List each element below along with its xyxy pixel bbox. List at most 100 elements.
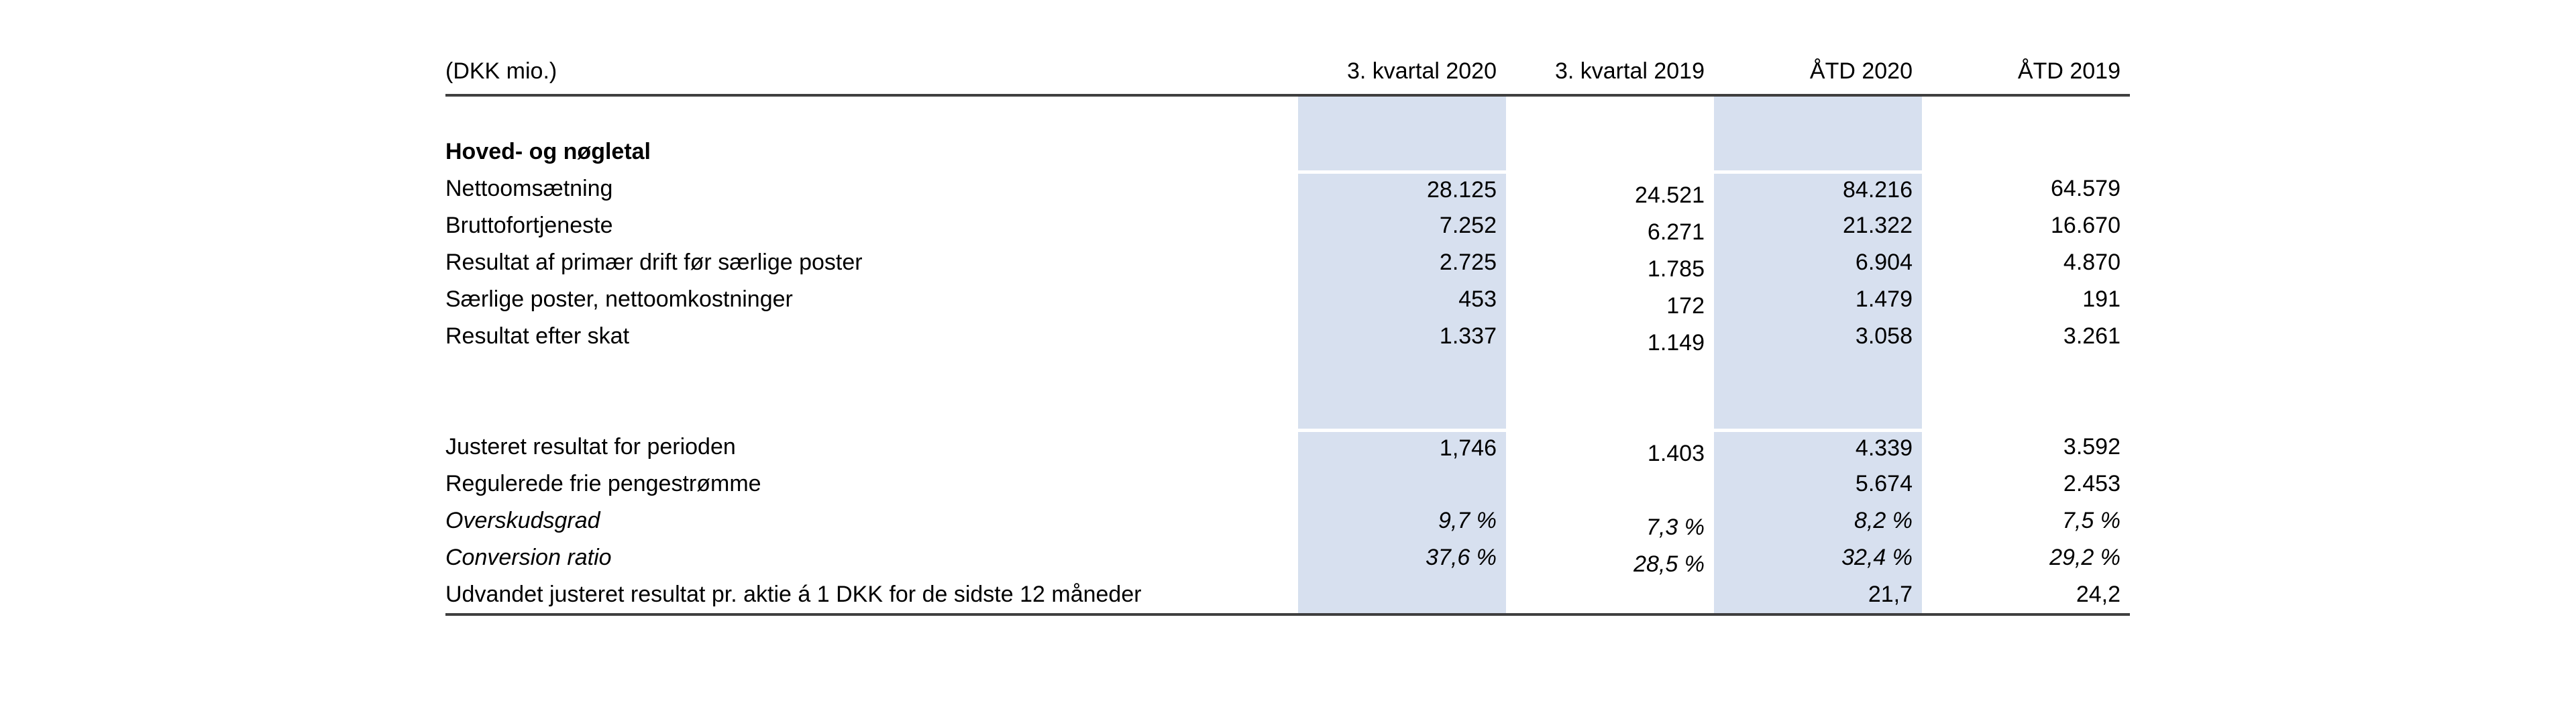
table-body: Hoved- og nøgletal Nettoomsætning 28.125 24… <box>445 97 2130 616</box>
key-figures-table: (DKK mio.) 3. kvartal 2020 3. kvartal 20… <box>445 56 2130 616</box>
row-label: Regulerede frie pengestrømme <box>445 470 761 496</box>
value-ytd-2019: 3.261 <box>1922 318 2130 355</box>
row-label: Justeret resultat for perioden <box>445 433 736 460</box>
value-q3-2020: 37,6 % <box>1298 539 1506 576</box>
table-row: Nettoomsætning 28.125 24.521 84.216 64.579 <box>445 170 2130 208</box>
value-ytd-2019: 29,2 % <box>1922 539 2130 576</box>
value-q3-2019: 1.403 <box>1506 429 1714 466</box>
value-text: 84.216 <box>1843 177 1913 203</box>
value-text: 64.579 <box>2051 175 2121 201</box>
value-q3-2020: 1,746 <box>1298 429 1506 466</box>
value-ytd-2020: 5.674 <box>1714 466 1922 502</box>
value-text: 7.252 <box>1439 212 1497 238</box>
value-q3-2020 <box>1298 355 1506 392</box>
row-label <box>445 355 1298 392</box>
value-ytd-2019: 7,5 % <box>1922 502 2130 539</box>
row-label: Hoved- og nøgletal <box>445 138 651 164</box>
row-label: Resultat efter skat <box>445 323 630 349</box>
value-ytd-2019 <box>1922 355 2130 392</box>
value-text: 7,5 % <box>2062 507 2121 533</box>
value-text: 172 <box>1666 292 1705 319</box>
table-row <box>445 392 2130 429</box>
value-ytd-2019: 191 <box>1922 281 2130 318</box>
row-label <box>445 392 1298 429</box>
value-q3-2019: 6.271 <box>1506 207 1714 245</box>
value-q3-2019: 1.149 <box>1506 318 1714 356</box>
value-ytd-2020: 32,4 % <box>1714 539 1922 576</box>
value-text: 1.149 <box>1647 329 1705 356</box>
value-text: 21.322 <box>1843 212 1913 238</box>
value-text: 4.870 <box>2063 249 2121 275</box>
value-ytd-2020: 3.058 <box>1714 318 1922 355</box>
value-q3-2019 <box>1506 133 1714 170</box>
value-text: 453 <box>1458 286 1497 312</box>
value-q3-2020: 9,7 % <box>1298 502 1506 539</box>
value-q3-2020: 453 <box>1298 281 1506 318</box>
table-row: Resultat af primær drift før særlige pos… <box>445 244 2130 282</box>
value-q3-2020: 7.252 <box>1298 207 1506 244</box>
value-q3-2020 <box>1298 576 1506 613</box>
value-ytd-2019: 64.579 <box>1922 170 2130 207</box>
table-row: Regulerede frie pengestrømme 5.674 2.453 <box>445 466 2130 502</box>
value-ytd-2020: 84.216 <box>1714 170 1922 207</box>
value-ytd-2019: 2.453 <box>1922 466 2130 502</box>
value-ytd-2020: 8,2 % <box>1714 502 1922 539</box>
value-text: 2.453 <box>2063 470 2121 496</box>
value-text: 28.125 <box>1427 177 1497 203</box>
table-row: Hoved- og nøgletal <box>445 133 2130 170</box>
value-q3-2020 <box>1298 133 1506 170</box>
value-q3-2019: 172 <box>1506 281 1714 319</box>
row-label <box>445 97 1298 133</box>
value-q3-2019: 1.785 <box>1506 244 1714 282</box>
value-text: 32,4 % <box>1841 544 1913 570</box>
column-header-ytd-2019: ÅTD 2019 <box>2017 58 2121 85</box>
value-q3-2020 <box>1298 392 1506 429</box>
value-ytd-2020 <box>1714 97 1922 133</box>
table-row: Særlige poster, nettoomkostninger 453 172 1… <box>445 281 2130 319</box>
value-text: 24.521 <box>1635 182 1705 208</box>
value-text: 9,7 % <box>1438 507 1497 533</box>
value-text: 5.674 <box>1855 470 1913 496</box>
value-text: 8,2 % <box>1854 507 1913 533</box>
value-text: 1.785 <box>1647 256 1705 282</box>
value-q3-2019 <box>1506 355 1714 392</box>
value-text: 16.670 <box>2051 212 2121 238</box>
row-label: Resultat af primær drift før særlige pos… <box>445 249 863 275</box>
value-text: 21,7 <box>1868 581 1913 607</box>
value-text: 7,3 % <box>1646 514 1705 540</box>
value-text: 37,6 % <box>1426 544 1497 570</box>
table-header-row: (DKK mio.) 3. kvartal 2020 3. kvartal 20… <box>445 56 2130 97</box>
value-ytd-2020 <box>1714 392 1922 429</box>
column-header-q3-2020: 3. kvartal 2020 <box>1346 58 1497 85</box>
column-header-q3-2019: 3. kvartal 2019 <box>1554 58 1705 85</box>
row-label: Bruttofortjeneste <box>445 212 613 238</box>
value-text: 3.592 <box>2063 433 2121 460</box>
value-text: 191 <box>2082 286 2121 312</box>
table-row: Overskudsgrad 9,7 % 7,3 % 8,2 % 7,5 % <box>445 502 2130 540</box>
value-text: 3.058 <box>1855 323 1913 349</box>
value-q3-2020 <box>1298 466 1506 502</box>
value-text: 6.904 <box>1855 249 1913 275</box>
value-text: 1.337 <box>1439 323 1497 349</box>
table-row <box>445 355 2130 392</box>
value-text: 4.339 <box>1855 435 1913 462</box>
value-text: 3.261 <box>2063 323 2121 349</box>
table-row: Udvandet justeret resultat pr. aktie á 1… <box>445 576 2130 613</box>
value-ytd-2019 <box>1922 133 2130 170</box>
table-row <box>445 97 2130 133</box>
row-label: Overskudsgrad <box>445 507 600 533</box>
row-label: Særlige poster, nettoomkostninger <box>445 286 793 312</box>
value-q3-2020: 2.725 <box>1298 244 1506 281</box>
value-ytd-2019: 4.870 <box>1922 244 2130 281</box>
table-row: Justeret resultat for perioden 1,746 1.403… <box>445 429 2130 466</box>
value-ytd-2020: 6.904 <box>1714 244 1922 281</box>
value-q3-2019: 28,5 % <box>1506 539 1714 577</box>
column-header-ytd-2020: ÅTD 2020 <box>1809 58 1913 85</box>
table-row: Resultat efter skat 1.337 1.149 3.058 3.261 <box>445 318 2130 356</box>
value-q3-2019 <box>1506 466 1714 502</box>
value-ytd-2019: 3.592 <box>1922 429 2130 466</box>
value-ytd-2020 <box>1714 355 1922 392</box>
value-ytd-2020: 1.479 <box>1714 281 1922 318</box>
value-text: 29,2 % <box>2049 544 2121 570</box>
